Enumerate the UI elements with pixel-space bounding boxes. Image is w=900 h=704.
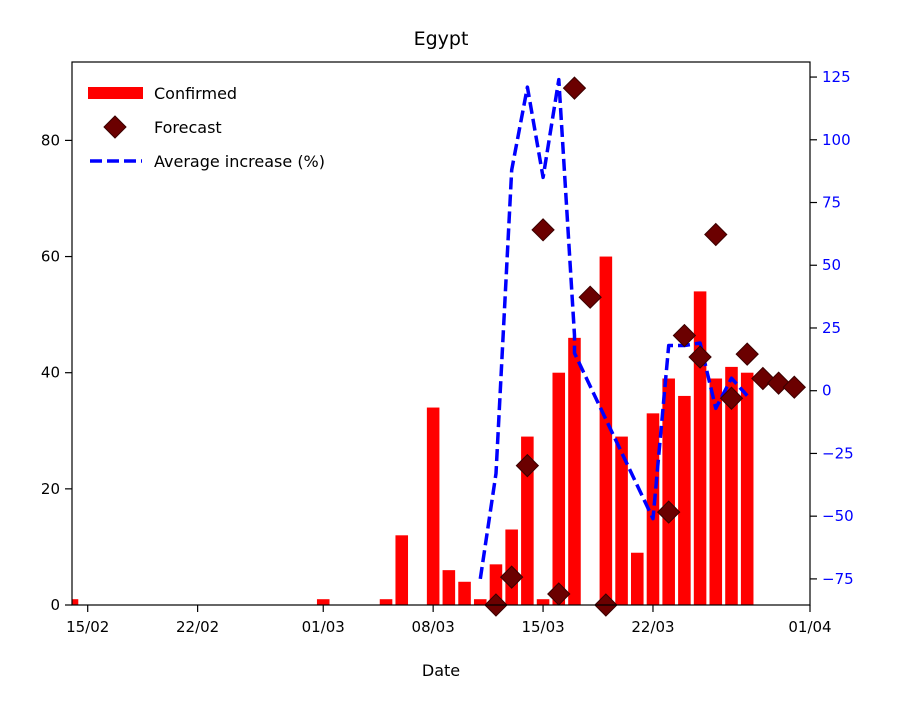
confirmed-bar	[646, 413, 660, 605]
y-right-tick-label: 25	[822, 319, 841, 337]
confirmed-bar	[630, 552, 644, 605]
forecast-point	[547, 582, 571, 606]
plot-frame	[71, 61, 811, 606]
confirmed-bar	[709, 378, 723, 605]
forecast-point	[499, 565, 524, 589]
confirmed-bar	[395, 535, 409, 605]
legend-label: Confirmed	[154, 84, 237, 103]
confirmed-bar	[599, 256, 613, 605]
y-axis-right: −75 −50 −25 0 25 50 75 100 125	[810, 68, 854, 588]
forecast-point	[562, 76, 587, 100]
forecast-point	[782, 375, 807, 399]
confirmed-bar	[316, 599, 330, 605]
confirmed-bar	[442, 570, 456, 605]
forecast-point	[531, 218, 555, 242]
forecast-point	[719, 386, 744, 410]
average-increase-line	[478, 77, 749, 580]
confirmed-bar	[72, 599, 79, 605]
legend-label: Average increase (%)	[154, 152, 325, 171]
confirmed-bar	[426, 407, 440, 605]
y-tick-label: 0	[50, 596, 60, 614]
confirmed-bar	[725, 366, 738, 605]
y-tick-label: 80	[41, 131, 60, 149]
confirmed-bar	[552, 372, 566, 605]
y-right-tick-label: −75	[822, 570, 854, 588]
legend-label: Forecast	[154, 118, 222, 137]
forecast-point	[704, 222, 728, 247]
confirmed-bar	[521, 436, 534, 605]
y-tick-label: 60	[41, 248, 60, 266]
x-tick-label: 22/02	[176, 618, 219, 636]
forecast-point	[672, 323, 697, 348]
y-right-tick-label: 75	[822, 194, 841, 212]
y-axis-left: 0 20 40 60 80	[41, 131, 72, 614]
forecast-point	[688, 345, 712, 369]
forecast-point	[515, 453, 540, 478]
confirmed-bar	[458, 581, 471, 605]
forecast-point	[735, 342, 759, 366]
confirmed-bar	[379, 599, 393, 605]
x-tick-label: 22/03	[631, 618, 674, 636]
x-tick-label: 15/03	[521, 618, 564, 636]
forecast-point	[578, 285, 602, 309]
confirmed-bar	[536, 599, 550, 605]
x-axis-label: Date	[422, 661, 460, 680]
legend-forecast-swatch	[103, 115, 127, 139]
confirmed-bar	[489, 564, 503, 605]
x-axis: 15/02 22/02 01/03 08/03 15/03 22/03 01/04	[66, 605, 832, 636]
confirmed-bar	[615, 436, 628, 605]
confirmed-bar	[568, 337, 581, 605]
confirmed-bar	[473, 599, 487, 605]
x-tick-label: 08/03	[412, 618, 455, 636]
y-tick-label: 40	[41, 364, 60, 382]
y-right-tick-label: 125	[822, 68, 851, 86]
y-right-tick-label: 50	[822, 256, 841, 274]
confirmed-bar	[693, 291, 707, 605]
legend: Confirmed Forecast Average increase (%)	[88, 84, 325, 171]
chart-title: Egypt	[414, 28, 469, 50]
y-right-tick-label: −25	[822, 444, 854, 462]
y-tick-label: 20	[41, 480, 60, 498]
legend-confirmed-swatch	[88, 87, 143, 99]
confirmed-bar	[678, 395, 691, 605]
x-tick-label: 15/02	[66, 618, 109, 636]
confirmed-bar	[662, 378, 675, 605]
bars-layer	[72, 256, 754, 605]
forecast-point	[656, 500, 681, 524]
y-right-tick-label: 100	[822, 131, 851, 149]
y-right-tick-label: −50	[822, 507, 854, 525]
confirmed-bar	[740, 372, 754, 605]
y-right-tick-label: 0	[822, 382, 832, 400]
x-tick-label: 01/03	[302, 618, 345, 636]
line-layer	[478, 77, 749, 580]
x-tick-label: 01/04	[788, 618, 831, 636]
